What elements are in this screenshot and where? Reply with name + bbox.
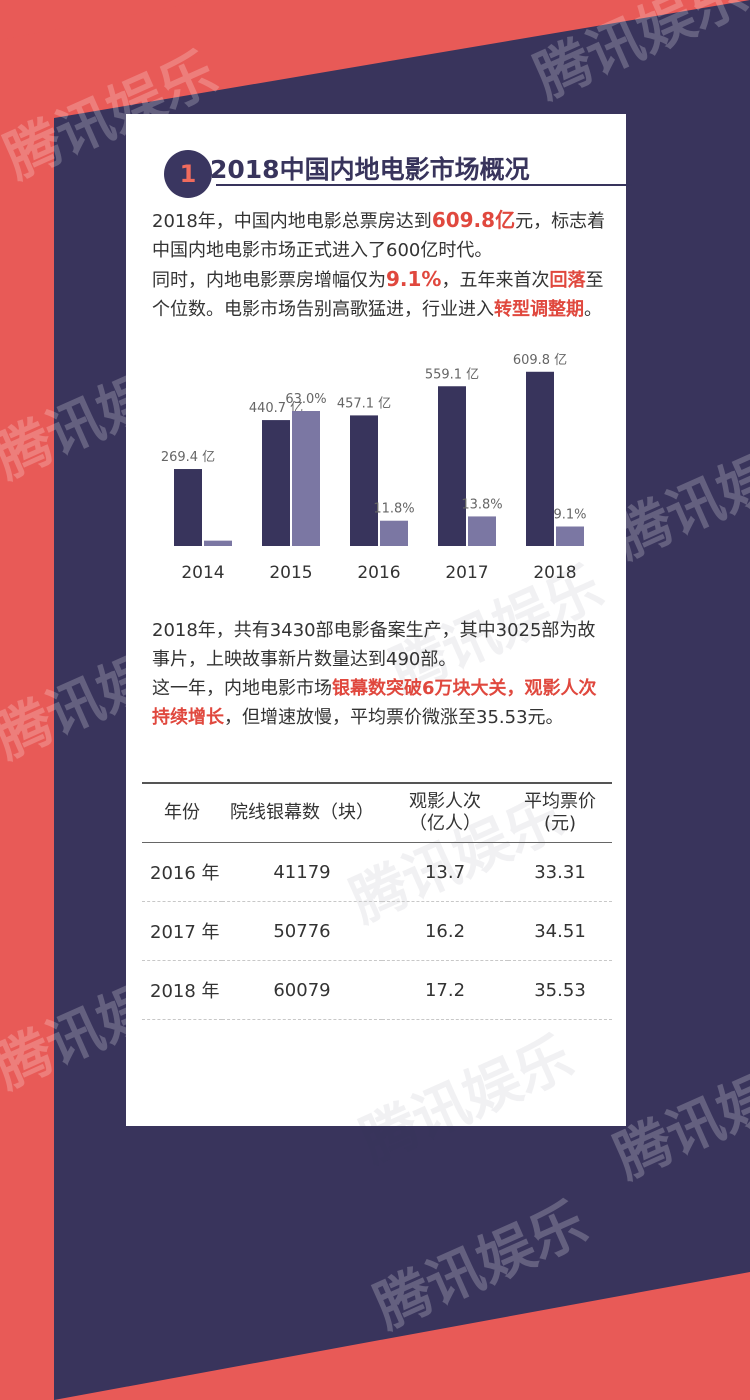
bar-2016-s0 <box>350 415 378 546</box>
intro-line-1: 2018年，中国内地电影总票房达到609.8亿元，标志着中国内地电影市场正式进入… <box>152 208 606 261</box>
cell-avg-price: 35.53 <box>508 960 612 1020</box>
data-label-2014-s0: 269.4 亿 <box>161 450 215 465</box>
data-label-2017-s1: 13.8% <box>461 497 502 512</box>
x-tick-label-2017: 2017 <box>445 563 488 583</box>
cell-admissions: 17.2 <box>382 960 508 1020</box>
bar-2015-s0 <box>262 420 290 546</box>
bar-2018-s1 <box>556 526 584 546</box>
market-line-1: 2018年，共有3430部电影备案生产，其中3025部为故事片，上映故事新片数量… <box>152 620 596 670</box>
bar-2015-s1 <box>292 411 320 546</box>
data-label-2015-s0: 440.7 亿 <box>249 401 303 416</box>
cell-screens: 41179 <box>222 842 382 902</box>
cell-screens: 50776 <box>222 901 382 961</box>
table-header-row: 年份 院线银幕数（块） 观影人次（亿人） 平均票价(元) <box>142 782 612 843</box>
cell-avg-price: 34.51 <box>508 901 612 961</box>
data-label-2018-s1: 9.1% <box>553 508 586 523</box>
col-header-screens: 院线银幕数（块） <box>222 782 382 843</box>
table-row: 2018 年 60079 17.2 35.53 <box>142 960 612 1020</box>
bar-2017-s0 <box>438 386 466 546</box>
cell-admissions: 16.2 <box>382 901 508 961</box>
col-header-year: 年份 <box>142 782 222 843</box>
section-number: 1 <box>179 160 197 188</box>
box-office-chart: 269.4 亿 2014 440.7 亿63.0% 2015 457.1 亿 11.8% 2… <box>161 353 587 583</box>
intro-line-2: 同时，内地电影票房增幅仅为9.1%，五年来首次回落至个位数。电影市场告别高歌猛进… <box>152 267 604 320</box>
bar-2014-s1 <box>204 540 232 546</box>
market-table: 年份 院线银幕数（块） 观影人次（亿人） 平均票价(元) 2016 年 4117… <box>142 782 612 1020</box>
bar-2017-s1 <box>468 516 496 546</box>
highlight-growth: 9.1% <box>386 267 442 291</box>
x-tick-label-2014: 2014 <box>181 563 224 583</box>
heading-underline <box>216 184 632 186</box>
cell-year: 2018 年 <box>142 960 222 1020</box>
table-row: 2016 年 41179 13.7 33.31 <box>142 842 612 902</box>
data-label-2015-s1: 63.0% <box>285 392 326 407</box>
content-card: 腾讯娱乐 腾讯娱乐 腾讯娱乐 1 2018中国内地电影市场概况 2018年，中国… <box>126 114 632 1175</box>
bar-2016-s1 <box>380 520 408 546</box>
col-header-admissions: 观影人次（亿人） <box>382 782 508 843</box>
cell-avg-price: 33.31 <box>508 842 612 902</box>
market-line-2: 这一年，内地电影市场银幕数突破6万块大关，观影人次持续增长，但增速放慢，平均票价… <box>152 678 597 728</box>
col-header-avg-price: 平均票价(元) <box>508 782 612 843</box>
cell-screens: 60079 <box>222 960 382 1020</box>
x-tick-label-2016: 2016 <box>357 563 400 583</box>
data-label-2016-s1: 11.8% <box>373 502 414 517</box>
cell-admissions: 13.7 <box>382 842 508 902</box>
market-paragraph: 2018年，共有3430部电影备案生产，其中3025部为故事片，上映故事新片数量… <box>152 616 612 732</box>
section-heading: 1 2018中国内地电影市场概况 <box>146 138 632 198</box>
intro-paragraph: 2018年，中国内地电影总票房达到609.8亿元，标志着中国内地电影市场正式进入… <box>152 206 612 324</box>
data-label-2017-s0: 559.1 亿 <box>425 367 479 382</box>
section-title: 2018中国内地电影市场概况 <box>210 155 530 184</box>
bar-2018-s0 <box>526 371 554 546</box>
x-tick-label-2018: 2018 <box>533 563 576 583</box>
bar-2014-s0 <box>174 469 202 546</box>
highlight-screens: 银幕数突破6万块大关，观影人次持续增长 <box>152 678 597 728</box>
table-row: 2017 年 50776 16.2 34.51 <box>142 901 612 961</box>
section-number-badge: 1 <box>164 150 212 198</box>
cell-year: 2017 年 <box>142 901 222 961</box>
highlight-box-office: 609.8亿 <box>431 208 516 232</box>
data-label-2016-s0: 457.1 亿 <box>337 396 391 411</box>
cell-year: 2016 年 <box>142 842 222 902</box>
data-label-2018-s0: 609.8 亿 <box>513 353 567 368</box>
x-tick-label-2015: 2015 <box>269 563 312 583</box>
coral-stripe-top <box>0 0 210 40</box>
